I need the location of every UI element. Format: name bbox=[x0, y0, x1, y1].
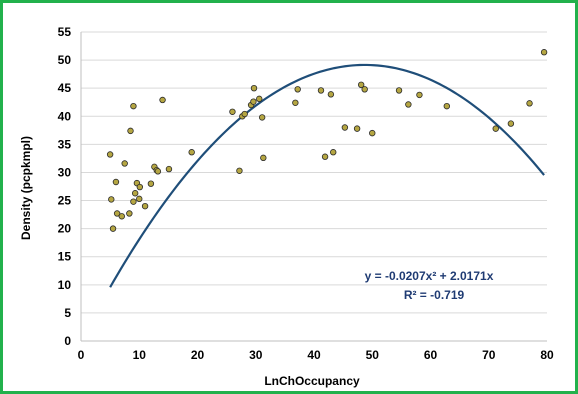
data-point bbox=[540, 49, 548, 56]
data-point bbox=[136, 195, 143, 203]
data-point bbox=[113, 210, 121, 217]
r-squared-label: R² = -0.719 bbox=[404, 288, 465, 302]
x-tick-label: 10 bbox=[133, 348, 147, 362]
x-axis-title: LnChOccupancy bbox=[264, 374, 360, 388]
data-points bbox=[106, 49, 548, 232]
data-point bbox=[405, 101, 412, 108]
data-point bbox=[109, 225, 117, 232]
data-point bbox=[395, 87, 403, 94]
data-point bbox=[258, 114, 266, 121]
data-point bbox=[353, 125, 361, 132]
data-point bbox=[131, 190, 139, 197]
data-point bbox=[341, 124, 349, 131]
data-point bbox=[292, 99, 299, 106]
x-tick-label: 20 bbox=[191, 348, 205, 362]
data-point bbox=[130, 102, 137, 110]
data-point bbox=[106, 151, 114, 158]
data-point bbox=[369, 129, 376, 137]
axes bbox=[80, 32, 547, 342]
data-point bbox=[108, 196, 115, 203]
data-point bbox=[526, 100, 533, 107]
data-point bbox=[357, 81, 365, 89]
y-tick-label: 55 bbox=[58, 25, 72, 39]
y-tick-label: 30 bbox=[58, 165, 72, 179]
data-point bbox=[443, 102, 451, 110]
y-axis-title: Density (pcpkmpl) bbox=[19, 136, 33, 240]
data-point bbox=[165, 165, 173, 173]
x-tick-label: 50 bbox=[366, 348, 380, 362]
data-point bbox=[141, 202, 149, 210]
data-point bbox=[250, 84, 258, 92]
data-point bbox=[127, 127, 134, 135]
y-tick-label: 35 bbox=[58, 137, 72, 151]
data-point bbox=[121, 160, 128, 167]
data-point bbox=[250, 98, 257, 105]
data-point bbox=[327, 91, 335, 98]
data-point bbox=[236, 167, 243, 174]
y-tick-label: 15 bbox=[58, 250, 72, 264]
data-point bbox=[260, 154, 267, 162]
data-point bbox=[361, 86, 368, 93]
y-tick-label: 0 bbox=[64, 334, 71, 348]
data-point bbox=[188, 149, 195, 156]
data-point bbox=[136, 183, 144, 191]
x-tick-label: 40 bbox=[307, 348, 321, 362]
data-point bbox=[112, 178, 120, 186]
x-tick-label: 30 bbox=[249, 348, 263, 362]
data-point bbox=[507, 120, 515, 127]
data-point bbox=[317, 87, 325, 94]
data-point bbox=[229, 108, 236, 115]
data-point bbox=[294, 86, 301, 93]
y-tick-label: 25 bbox=[58, 194, 72, 208]
trendline bbox=[109, 63, 545, 288]
y-tick-label: 45 bbox=[58, 81, 72, 95]
data-point bbox=[118, 213, 125, 220]
tick-labels: 0 5 10 15 20 25 30 35 40 45 50 55 0 10 20 30 40 50 60 70 80 bbox=[58, 25, 554, 362]
data-point bbox=[147, 180, 155, 187]
y-tick-label: 20 bbox=[58, 222, 72, 236]
data-point bbox=[330, 149, 337, 156]
y-tick-label: 10 bbox=[58, 278, 72, 292]
x-tick-label: 70 bbox=[482, 348, 496, 362]
data-point bbox=[416, 91, 423, 99]
gridlines bbox=[81, 31, 547, 314]
x-tick-label: 80 bbox=[540, 348, 554, 362]
x-tick-label: 60 bbox=[424, 348, 438, 362]
y-tick-label: 5 bbox=[64, 306, 71, 320]
y-tick-label: 50 bbox=[58, 53, 72, 67]
data-point bbox=[154, 168, 162, 175]
data-point bbox=[130, 198, 137, 205]
trendline-equation: y = -0.0207x² + 2.0171x bbox=[365, 269, 494, 283]
data-point bbox=[492, 125, 499, 132]
data-point bbox=[321, 153, 329, 160]
x-tick-label: 0 bbox=[78, 348, 85, 362]
trendline-group bbox=[109, 63, 545, 288]
data-point bbox=[159, 96, 166, 104]
data-point bbox=[256, 95, 263, 103]
y-tick-label: 40 bbox=[58, 109, 72, 123]
data-point bbox=[126, 210, 133, 217]
data-point bbox=[241, 110, 248, 118]
